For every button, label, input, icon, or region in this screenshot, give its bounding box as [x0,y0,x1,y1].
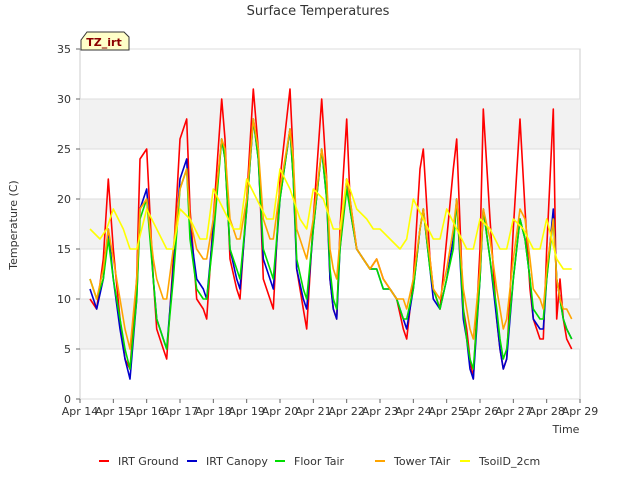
y-tick-label: 0 [64,393,71,406]
legend-label-tower-tair: Tower TAir [393,455,451,468]
y-tick-label: 30 [57,93,71,106]
x-tick-label: Apr 14 [62,405,99,418]
x-tick-label: Apr 17 [162,405,199,418]
x-tick-label: Apr 16 [128,405,165,418]
x-tick-label: Apr 19 [228,405,265,418]
x-tick-label: Apr 18 [195,405,232,418]
x-tick-label: Apr 28 [528,405,565,418]
site-badge: TZ_irt [80,31,130,51]
x-tick-label: Apr 27 [495,405,532,418]
series-line-tsoild-2cm [89,168,572,270]
legend-label-irt-canopy: IRT Canopy [206,455,268,468]
x-tick-label: Apr 25 [428,405,465,418]
legend-label-tsoild-2cm: TsoilD_2cm [478,455,540,468]
y-tick-label: 20 [57,193,71,206]
y-tick-label: 5 [64,343,71,356]
x-tick-label: Apr 23 [362,405,399,418]
x-axis-label: Time [552,423,580,436]
legend-label-floor-tair: Floor Tair [294,455,345,468]
x-tick-label: Apr 20 [262,405,299,418]
y-tick-label: 25 [57,143,71,156]
x-tick-label: Apr 15 [95,405,132,418]
series-lines [89,88,573,380]
x-tick-label: Apr 21 [295,405,332,418]
x-tick-label: Apr 22 [328,405,365,418]
grid-band [80,99,580,149]
series-line-floor-tair [89,118,573,370]
x-tick-label: Apr 29 [562,405,599,418]
grid [80,48,580,400]
series-line-tower-tair [89,118,573,350]
y-tick-label: 10 [57,293,71,306]
x-tick-label: Apr 26 [462,405,499,418]
legend-label-irt-ground: IRT Ground [118,455,179,468]
y-tick-label: 35 [57,43,71,56]
y-axis-ticks: 0 5 10 15 20 25 30 35 [57,43,80,406]
x-tick-label: Apr 24 [395,405,432,418]
y-axis-label: Temperature (C) [7,180,20,270]
legend: IRT Ground IRT Canopy Floor Tair Tower TAir… [99,455,540,468]
y-tick-label: 15 [57,243,71,256]
chart-title: Surface Temperatures [247,4,390,19]
site-badge-label: TZ_irt [86,36,121,49]
